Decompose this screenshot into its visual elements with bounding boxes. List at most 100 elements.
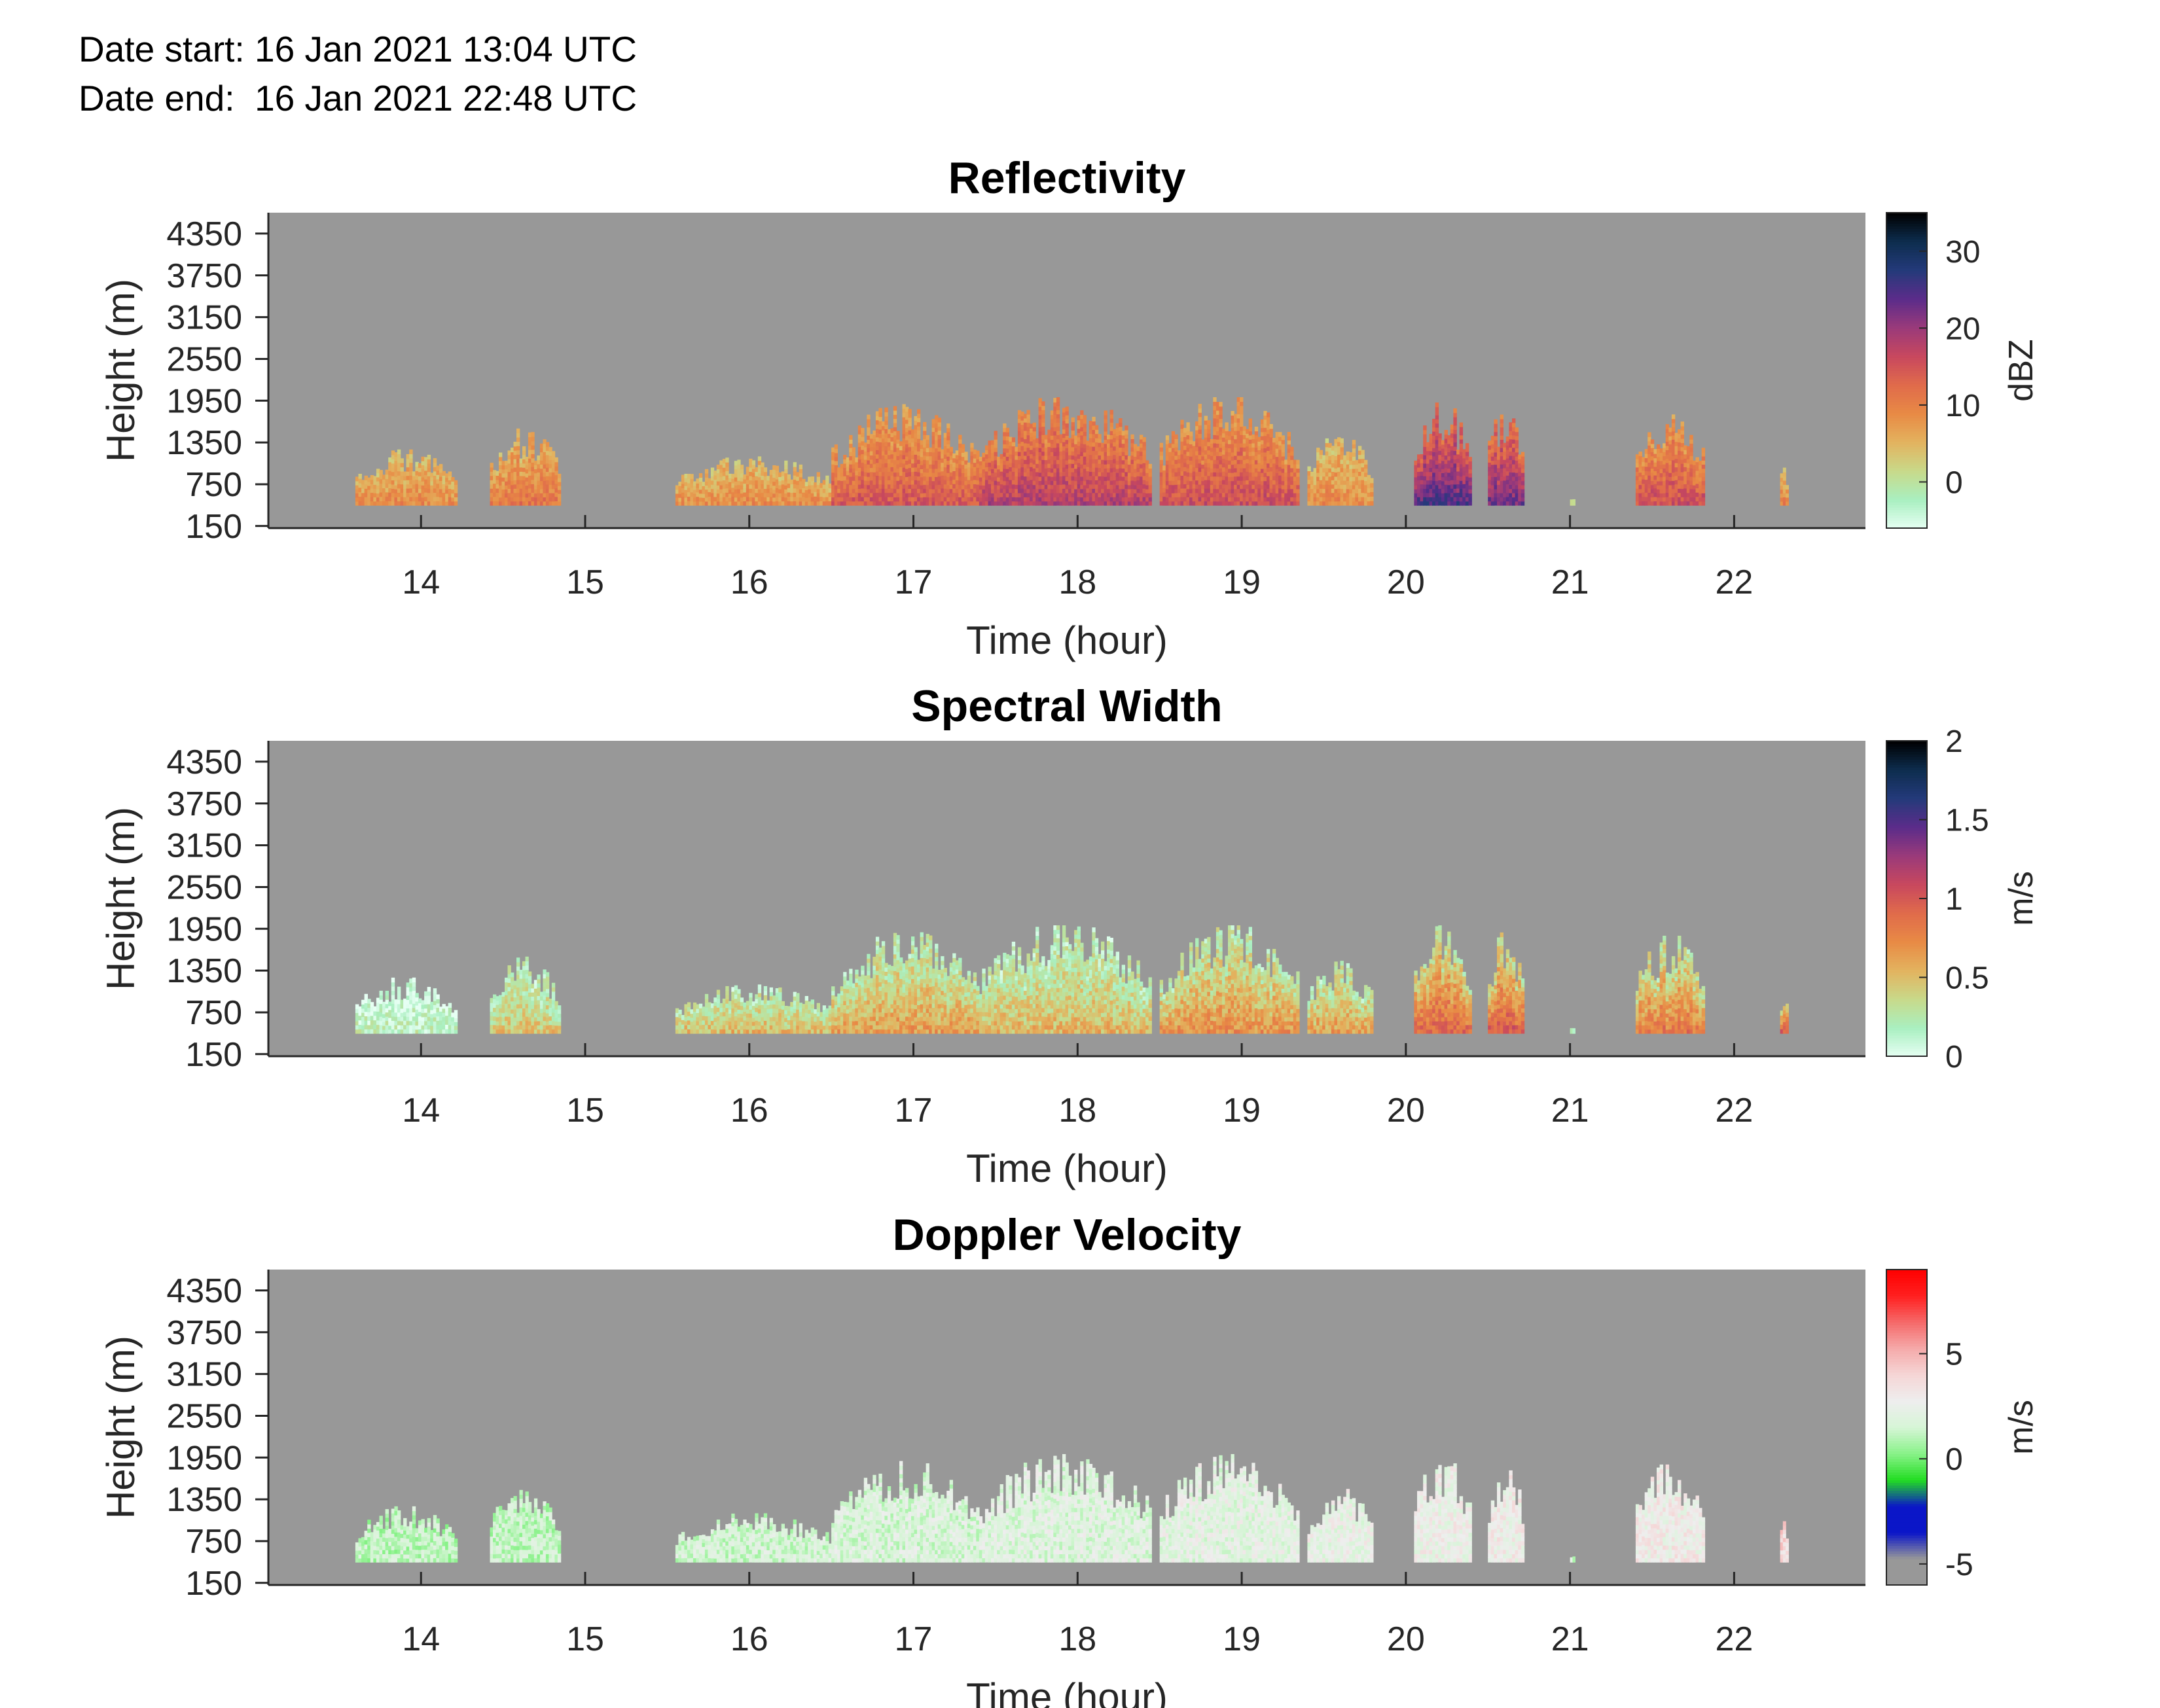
echo-cell (1195, 459, 1199, 464)
echo-cell (1429, 459, 1433, 464)
echo-cell (1130, 434, 1134, 439)
echo-cell (878, 484, 882, 489)
echo-cell (875, 471, 880, 476)
echo-cell (1030, 445, 1034, 450)
echo-cell (1077, 416, 1081, 421)
echo-cell (716, 489, 721, 494)
echo-cell (1246, 471, 1250, 476)
echo-cell (1020, 484, 1024, 489)
echo-cell (1234, 455, 1238, 460)
echo-cell (1251, 484, 1255, 489)
echo-cell (427, 454, 431, 460)
echo-cell (1674, 501, 1678, 506)
echo-cell (1198, 429, 1202, 435)
echo-cell (448, 480, 452, 485)
echo-cell (412, 475, 416, 480)
echo-cell (1062, 450, 1066, 455)
date-end-value: 16 Jan 2021 22:48 UTC (255, 78, 638, 118)
echo-cell (1497, 459, 1501, 464)
echo-cell (400, 462, 404, 468)
echo-cell (757, 472, 762, 478)
echo-cell (923, 455, 927, 460)
echo-cell (1109, 410, 1113, 415)
echo-cell (1240, 455, 1244, 460)
echo-cell (406, 462, 410, 468)
echo-cell (976, 467, 980, 472)
echo-cell (1113, 492, 1117, 497)
echo-cell (1053, 493, 1057, 498)
echo-cell (1642, 457, 1646, 462)
echo-cell (749, 488, 753, 493)
echo-cell (495, 475, 499, 480)
echo-cell (1074, 464, 1078, 469)
echo-cell (1331, 501, 1335, 506)
echo-cell (1053, 480, 1057, 486)
echo-cell (843, 459, 847, 464)
echo-cell (495, 501, 499, 506)
echo-cell (849, 463, 853, 469)
echo-cell (929, 484, 933, 489)
echo-cell (1130, 455, 1134, 460)
echo-cell (1032, 484, 1036, 489)
echo-cell (1490, 456, 1495, 461)
echo-cell (427, 463, 431, 468)
echo-cell (1125, 455, 1128, 460)
echo-cell (1171, 452, 1176, 457)
echo-cell (1340, 476, 1344, 481)
echo-cell (943, 433, 947, 438)
echo-cell (1047, 442, 1051, 448)
echo-cell (1195, 463, 1199, 469)
echo-cell (1125, 492, 1128, 497)
echo-cell (1441, 456, 1445, 461)
echo-cell (1077, 428, 1081, 433)
echo-cell (1665, 424, 1670, 429)
echo-cell (935, 419, 939, 424)
echo-cell (979, 480, 983, 486)
echo-cell (914, 450, 918, 455)
echo-cell (421, 497, 425, 502)
echo-cell (772, 481, 776, 486)
echo-cell (1168, 497, 1172, 502)
echo-cell (873, 438, 876, 444)
echo-cell (1251, 492, 1255, 497)
echo-cell (1098, 497, 1102, 502)
echo-cell (1414, 493, 1418, 498)
echo-cell (1180, 454, 1184, 459)
echo-cell (1186, 443, 1190, 448)
echo-cell (710, 480, 715, 485)
echo-cell (1213, 455, 1217, 460)
echo-cell (1435, 414, 1439, 419)
echo-cell (1680, 430, 1684, 435)
echo-cell (937, 421, 941, 427)
echo-cell (1207, 424, 1211, 429)
echo-cell (1180, 458, 1184, 463)
echo-cell (1213, 463, 1217, 469)
echo-cell (861, 492, 865, 497)
echo-cell (1198, 492, 1202, 497)
echo-cell (863, 501, 868, 506)
echo-cell (941, 471, 945, 476)
echo-cell (1098, 476, 1102, 481)
echo-cell (1115, 448, 1119, 453)
echo-cell (1086, 466, 1090, 472)
echo-cell (937, 492, 941, 497)
echo-cell (1505, 440, 1510, 446)
echo-cell (1678, 450, 1682, 455)
echo-cell (1236, 459, 1240, 465)
echo-cell (976, 454, 980, 460)
echo-cell (1234, 497, 1238, 502)
echo-cell (1174, 497, 1178, 502)
echo-cell (1343, 455, 1347, 460)
echo-cell (976, 492, 980, 497)
echo-cell (869, 497, 874, 502)
echo-cell (1638, 468, 1642, 473)
echo-cell (1225, 422, 1229, 427)
echo-cell (1195, 429, 1199, 435)
echo-cell (831, 452, 835, 457)
echo-cell (1005, 464, 1009, 469)
echo-cell (1435, 493, 1439, 498)
echo-cell (1272, 488, 1276, 493)
echo-cell (1148, 488, 1152, 493)
echo-cell (1509, 426, 1513, 431)
echo-cell (1174, 476, 1178, 481)
